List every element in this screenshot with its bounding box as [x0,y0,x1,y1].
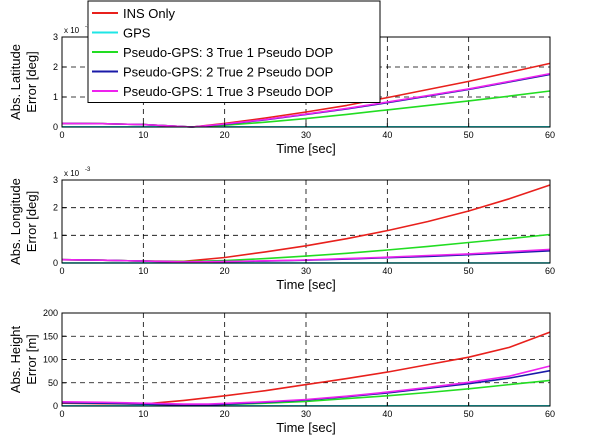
y-tick-label: 2 [53,203,58,213]
x-tick-label: 30 [301,409,311,419]
y-tick-label: 50 [48,378,58,388]
y-tick-label: 1 [53,230,58,240]
y-tick-label: 0 [53,401,58,411]
x-tick-label: 50 [464,266,474,276]
legend: INS Only GPS Pseudo-GPS: 3 True 1 Pseudo D… [87,0,381,103]
x-tick-label: 40 [382,409,392,419]
chart-panel-3: 0 10 20 30 40 50 60 0 50 100 150 200 Time [sec] Abs. … [8,308,555,435]
y-axis-label-line1: Abs. Longitude [8,178,23,265]
y-tick-label: 150 [43,331,58,341]
x-tick-label: 10 [138,266,148,276]
y-exponent-label: x 10 [64,26,80,35]
x-tick-label: 60 [545,266,555,276]
x-tick-label: 30 [301,266,311,276]
x-tick-label: 0 [59,130,64,140]
y-tick-label: 200 [43,308,58,318]
y-tick-label: 100 [43,355,58,365]
legend-entry-label-4: Pseudo-GPS: 2 True 2 Pseudo DOP [123,65,333,80]
y-tick-label: 0 [53,258,58,268]
legend-box [87,0,381,103]
legend-entry-label-5: Pseudo-GPS: 1 True 3 Pseudo DOP [123,84,333,99]
x-tick-label: 40 [382,266,392,276]
y-tick-label: 0 [53,122,58,132]
x-axis-label: Time [sec] [276,420,335,435]
y-exponent-power: -3 [85,167,91,173]
x-tick-label: 0 [59,409,64,419]
x-tick-label: 40 [382,130,392,140]
x-tick-label: 50 [464,409,474,419]
x-tick-label: 30 [301,130,311,140]
x-tick-label: 20 [220,130,230,140]
legend-entry-label-2: GPS [123,26,151,41]
x-tick-label: 60 [545,130,555,140]
x-tick-label: 0 [59,266,64,276]
y-axis-label-line2: Error [m] [24,334,39,385]
legend-entry-label-3: Pseudo-GPS: 3 True 1 Pseudo DOP [123,45,333,60]
y-axis-label-line1: Abs. Height [8,326,23,394]
y-axis-label-line1: Abs. Latitude [8,44,23,120]
x-axis-label: Time [sec] [276,141,335,156]
x-tick-label: 10 [138,409,148,419]
x-tick-label: 60 [545,409,555,419]
chart-panel-2: 0 10 20 30 40 50 60 0 1 2 3 x 10 -3 Time [sec] Abs. Lo… [8,167,555,292]
y-axis-label-line2: Error [deg] [24,51,39,112]
y-tick-label: 3 [53,175,58,185]
x-tick-label: 20 [220,266,230,276]
y-tick-label: 1 [53,92,58,102]
y-axis-label-line2: Error [deg] [24,191,39,252]
x-tick-label: 20 [220,409,230,419]
x-tick-label: 10 [138,130,148,140]
x-axis-label: Time [sec] [276,277,335,292]
x-tick-label: 50 [464,130,474,140]
y-tick-label: 3 [53,32,58,42]
y-tick-label: 2 [53,62,58,72]
legend-entry-label-1: INS Only [123,6,176,21]
y-exponent-label: x 10 [64,169,80,178]
